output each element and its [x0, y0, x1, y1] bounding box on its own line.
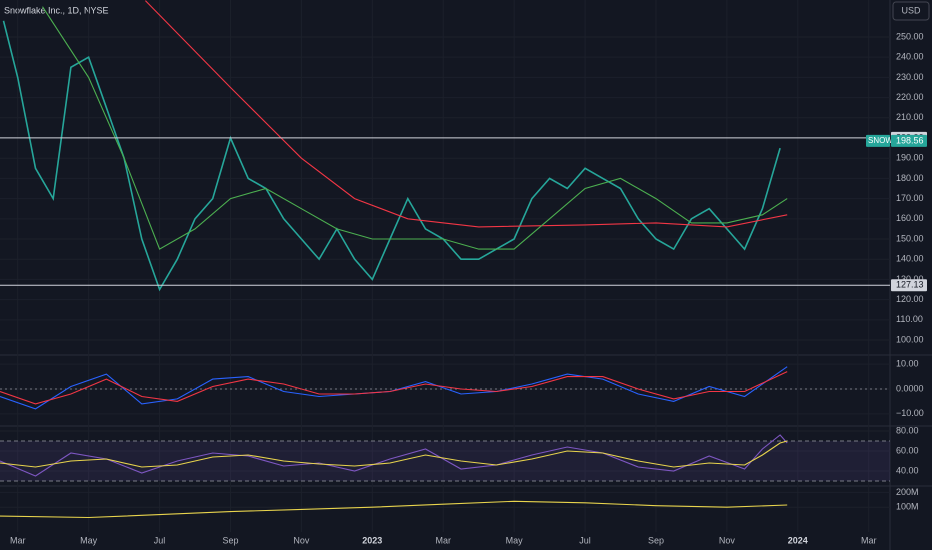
x-tick-label: May: [80, 535, 98, 545]
currency-button[interactable]: [892, 1, 930, 21]
x-tick-label: Mar: [10, 535, 26, 545]
y-tick-label: 160.00: [896, 213, 924, 223]
y-tick-label: 250.00: [896, 31, 924, 41]
y-tick-label: 10.00: [896, 359, 919, 369]
series-line: [0, 500, 788, 519]
rsi-band: [0, 441, 890, 481]
y-tick-label: 140.00: [896, 254, 924, 264]
x-tick-label: Mar: [861, 535, 877, 545]
x-tick-label: Mar: [435, 535, 451, 545]
y-tick-label: 130.00: [896, 274, 924, 284]
x-tick-label: 2024: [788, 535, 808, 545]
y-tick-label: 230.00: [896, 72, 924, 82]
x-tick-label: Jul: [579, 535, 591, 545]
y-tick-label: 190.00: [896, 153, 924, 163]
y-tick-label: 100M: [896, 502, 919, 512]
y-tick-label: 200M: [896, 487, 919, 497]
x-tick-label: 2023: [362, 535, 382, 545]
last-price-label: 198.56: [896, 135, 924, 145]
y-tick-label: 120.00: [896, 294, 924, 304]
symbol-tag: [866, 134, 890, 147]
y-tick-label: 80.00: [896, 425, 919, 435]
last-price-tag: [891, 134, 927, 147]
chart-title: Snowflake Inc., 1D, NYSE: [4, 5, 109, 15]
x-tick-label: Sep: [648, 535, 664, 545]
y-tick-label: 0.0000: [896, 383, 924, 393]
level-tag: [891, 279, 927, 292]
y-tick-label: 150.00: [896, 233, 924, 243]
y-tick-label: 220.00: [896, 92, 924, 102]
y-tick-label: 60.00: [896, 445, 919, 455]
series-line: [0, 440, 788, 468]
y-tick-label: 40.00: [896, 465, 919, 475]
y-tick-label: −10.00: [896, 408, 924, 418]
level-label: 127.13: [896, 280, 924, 290]
y-tick-label: 110.00: [896, 314, 923, 324]
symbol-label: SNOW: [868, 136, 893, 145]
y-tick-label: 100.00: [896, 334, 924, 344]
x-tick-label: Jul: [154, 535, 166, 545]
series-line: [0, 434, 788, 477]
y-tick-label: 210.00: [896, 112, 924, 122]
y-tick-label: 180.00: [896, 173, 924, 183]
series-line: [42, 6, 788, 250]
x-tick-label: May: [506, 535, 524, 545]
x-tick-label: Sep: [222, 535, 238, 545]
x-tick-label: Nov: [719, 535, 736, 545]
y-tick-label: 170.00: [896, 193, 924, 203]
y-tick-label: 240.00: [896, 52, 924, 62]
x-tick-label: Nov: [293, 535, 310, 545]
currency[interactable]: USD: [901, 5, 921, 15]
series-line: [145, 0, 788, 228]
series-line: [0, 371, 788, 405]
